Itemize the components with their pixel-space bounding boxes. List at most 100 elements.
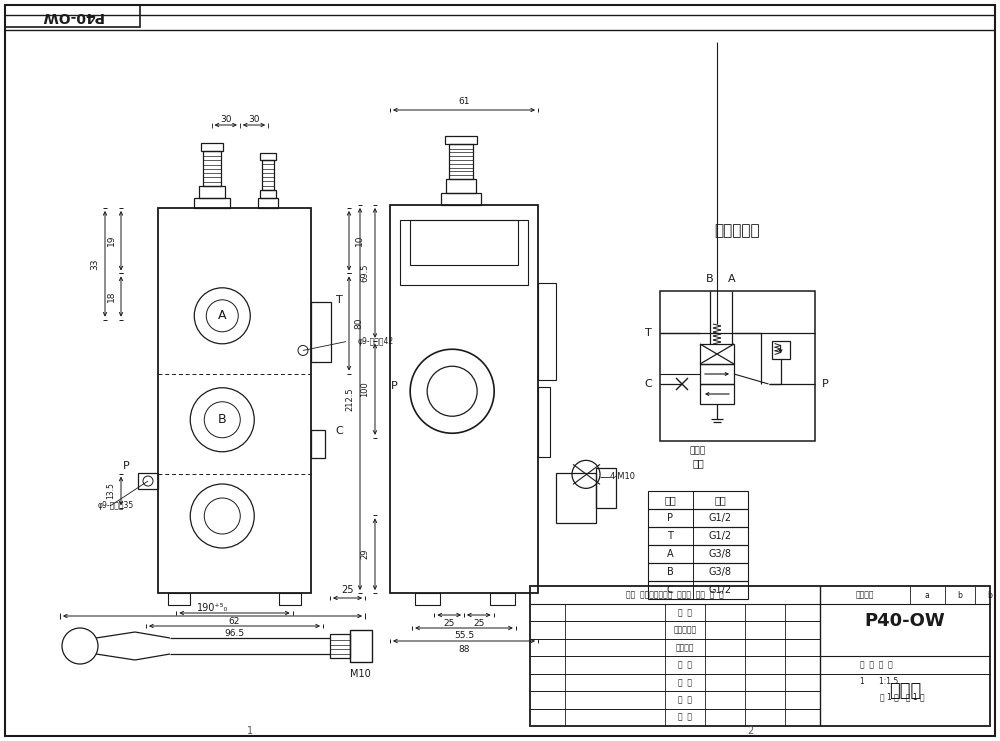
Bar xyxy=(158,208,311,593)
Text: φ9-通孔高42: φ9-通孔高42 xyxy=(358,337,394,346)
Bar xyxy=(311,431,325,458)
Text: P40-OW: P40-OW xyxy=(41,9,103,23)
Text: 规格: 规格 xyxy=(714,495,726,505)
Text: 25: 25 xyxy=(444,619,455,628)
Bar xyxy=(660,291,815,441)
Text: G3/8: G3/8 xyxy=(708,567,732,577)
Text: 重  量  比  例: 重 量 比 例 xyxy=(860,660,893,670)
Bar xyxy=(446,179,476,193)
Bar xyxy=(530,586,990,726)
Text: 30: 30 xyxy=(220,115,231,124)
Text: 1: 1 xyxy=(247,726,253,736)
Bar xyxy=(596,468,616,508)
Text: 制  图: 制 图 xyxy=(678,695,692,705)
Bar xyxy=(449,144,473,179)
Text: 标记  更改内容或缺陷  更改人  日期  签  名: 标记 更改内容或缺陷 更改人 日期 签 名 xyxy=(626,591,724,599)
Text: G1/2: G1/2 xyxy=(708,513,732,523)
Text: 69.5: 69.5 xyxy=(360,264,370,282)
Text: C: C xyxy=(667,585,673,595)
Text: P: P xyxy=(667,513,673,523)
Bar xyxy=(648,527,748,545)
Text: T: T xyxy=(667,531,673,541)
Text: 共 1 张   第 1 张: 共 1 张 第 1 张 xyxy=(880,693,925,702)
Text: 55.5: 55.5 xyxy=(454,631,474,640)
Bar xyxy=(201,143,223,151)
Text: 图样标记: 图样标记 xyxy=(856,591,874,599)
Bar xyxy=(258,198,278,208)
Bar xyxy=(556,473,596,523)
Text: 标准化检查: 标准化检查 xyxy=(673,625,697,634)
Text: 100: 100 xyxy=(360,382,370,397)
Text: 审  核: 审 核 xyxy=(678,608,692,617)
Bar xyxy=(648,581,748,599)
Text: 25: 25 xyxy=(341,585,354,595)
Bar xyxy=(400,220,528,285)
Text: 212.5: 212.5 xyxy=(346,388,354,411)
Text: T: T xyxy=(645,328,651,338)
Text: B: B xyxy=(706,274,714,284)
Text: G1/2: G1/2 xyxy=(708,585,732,595)
Text: C: C xyxy=(335,426,343,436)
Text: 80: 80 xyxy=(354,318,364,329)
Bar xyxy=(279,593,301,605)
Text: P: P xyxy=(822,379,828,389)
Text: b: b xyxy=(958,591,962,599)
Bar xyxy=(700,344,734,364)
Text: 18: 18 xyxy=(106,290,116,302)
Text: B: B xyxy=(218,413,227,426)
Text: 96.5: 96.5 xyxy=(224,630,245,639)
Bar xyxy=(415,593,440,605)
Text: 工艺检查: 工艺检查 xyxy=(676,643,694,652)
Bar xyxy=(445,136,477,144)
Text: b: b xyxy=(988,591,992,599)
Text: P: P xyxy=(123,461,129,471)
Bar xyxy=(260,190,276,198)
Text: 阀体: 阀体 xyxy=(692,458,704,468)
Text: 190⁺⁵₀: 190⁺⁵₀ xyxy=(197,603,228,613)
Text: φ9-通孔高35: φ9-通孔高35 xyxy=(98,502,134,511)
Text: 液压原理图: 液压原理图 xyxy=(715,224,760,239)
Bar xyxy=(168,593,190,605)
Text: 61: 61 xyxy=(458,98,470,107)
Text: 4-M10: 4-M10 xyxy=(610,472,636,481)
Text: P: P xyxy=(390,381,397,391)
Text: A: A xyxy=(728,274,736,284)
Bar xyxy=(648,563,748,581)
Bar xyxy=(194,198,230,208)
Bar xyxy=(772,341,790,359)
Bar xyxy=(648,509,748,527)
Bar xyxy=(390,205,538,593)
Text: 螺纹规: 螺纹规 xyxy=(690,447,706,456)
Text: 25: 25 xyxy=(473,619,484,628)
Text: 13.5: 13.5 xyxy=(106,482,116,499)
Text: 接口: 接口 xyxy=(664,495,676,505)
Bar xyxy=(330,634,350,658)
Bar xyxy=(490,593,515,605)
Text: a: a xyxy=(925,591,929,599)
Text: 描  图: 描 图 xyxy=(678,678,692,687)
Text: G1/2: G1/2 xyxy=(708,531,732,541)
Bar xyxy=(700,384,734,404)
Text: 1      1:1.5: 1 1:1.5 xyxy=(860,677,898,685)
Bar xyxy=(441,193,481,205)
Text: 19: 19 xyxy=(106,235,116,247)
Bar xyxy=(311,302,331,362)
Bar xyxy=(538,388,550,457)
Text: A: A xyxy=(218,309,227,322)
Text: 校  对: 校 对 xyxy=(678,660,692,670)
Text: 88: 88 xyxy=(458,645,470,654)
Text: 10: 10 xyxy=(354,235,364,247)
Text: C: C xyxy=(644,379,652,389)
Text: 33: 33 xyxy=(90,258,100,270)
Bar xyxy=(262,160,274,190)
Text: 29: 29 xyxy=(360,549,370,559)
Bar xyxy=(203,151,221,186)
Text: 设  计: 设 计 xyxy=(678,713,692,722)
Text: T: T xyxy=(336,296,342,305)
Text: A: A xyxy=(667,549,673,559)
Text: 30: 30 xyxy=(248,115,260,124)
Bar xyxy=(648,545,748,563)
Bar xyxy=(538,282,556,379)
Bar xyxy=(410,220,518,265)
Text: P40-OW: P40-OW xyxy=(865,612,945,630)
